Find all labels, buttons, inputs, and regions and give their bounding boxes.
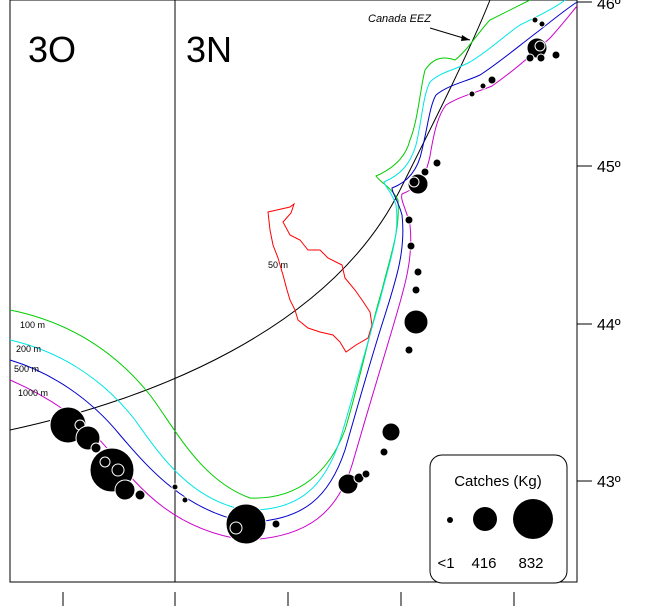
- legend-label-medium: 416: [471, 555, 496, 572]
- legend: Catches (Kg) <1 416 832: [430, 455, 567, 583]
- isobath-100m: [10, 0, 530, 498]
- division-label-3n: 3N: [186, 29, 232, 70]
- catch-dot: [404, 310, 428, 334]
- catch-dot: [414, 268, 422, 276]
- catch-dot: [362, 470, 370, 478]
- eez-pointer-arrowhead: [461, 35, 470, 41]
- catch-dot: [532, 17, 538, 23]
- isobath-label-200m: 200 m: [16, 344, 41, 354]
- legend-dot-small: [447, 517, 453, 523]
- catch-dot: [115, 480, 135, 500]
- latitude-label-43: 43º: [597, 474, 621, 491]
- catch-dot: [230, 522, 242, 534]
- legend-dot-medium: [473, 507, 497, 531]
- isobath-label-1000m: 1000 m: [18, 388, 48, 398]
- latitude-label-44: 44º: [597, 317, 621, 334]
- division-label-3o: 3O: [28, 29, 76, 70]
- legend-label-small: <1: [437, 555, 454, 572]
- catch-dot: [182, 497, 188, 503]
- catch-dot: [380, 448, 388, 456]
- latitude-ticks: [577, 2, 592, 481]
- catch-dot: [382, 423, 400, 441]
- catch-dot: [409, 177, 419, 187]
- latitude-label-45: 45º: [597, 159, 621, 176]
- longitude-ticks: [63, 592, 514, 606]
- catch-dot: [469, 91, 475, 97]
- catch-dot: [112, 464, 124, 476]
- catch-dot: [526, 54, 534, 62]
- isobath-label-100m: 100 m: [20, 320, 45, 330]
- catch-dot: [552, 51, 560, 59]
- catch-dot: [172, 484, 178, 490]
- catch-dot: [405, 216, 413, 224]
- catch-dot: [100, 457, 110, 467]
- catch-dot: [407, 242, 415, 250]
- isobath-50m: [268, 204, 372, 352]
- catch-dot: [421, 168, 429, 176]
- catch-dot: [537, 54, 545, 62]
- eez-label: Canada EEZ: [368, 13, 432, 25]
- catch-dot: [272, 520, 280, 528]
- catch-dot: [412, 286, 420, 294]
- catch-dot: [480, 83, 486, 89]
- isobath-label-500m: 500 m: [14, 364, 39, 374]
- catch-dot: [135, 490, 145, 500]
- legend-dot-large: [513, 499, 553, 539]
- catch-dot: [535, 41, 545, 51]
- latitude-label-46: 46º: [597, 0, 621, 13]
- legend-label-large: 832: [518, 555, 543, 572]
- catch-dot: [488, 76, 496, 84]
- catch-dot: [405, 346, 413, 354]
- eez-boundary-line: [10, 0, 490, 430]
- catch-dot: [433, 159, 441, 167]
- catch-dot: [539, 21, 545, 27]
- legend-title: Catches (Kg): [454, 473, 542, 490]
- isobath-label-50m: 50 m: [268, 260, 288, 270]
